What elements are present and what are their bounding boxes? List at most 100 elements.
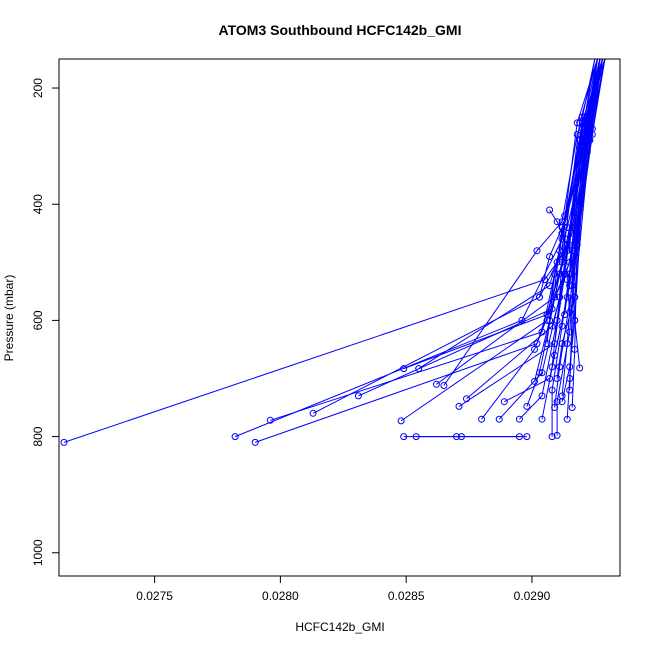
- data-point: [578, 119, 586, 127]
- data-point: [578, 142, 586, 150]
- data-point: [541, 276, 548, 284]
- data-point: [548, 433, 556, 441]
- data-point: [553, 218, 561, 226]
- data-point: [538, 328, 546, 336]
- data-point: [553, 375, 561, 382]
- data-point: [563, 276, 571, 284]
- x-tick-label: 0.0285: [388, 589, 425, 603]
- data-point: [563, 241, 571, 249]
- data-point: [563, 293, 571, 301]
- data-point: [548, 363, 556, 371]
- data-point: [546, 253, 554, 260]
- data-point: [515, 433, 523, 441]
- data-point: [551, 293, 559, 301]
- data-point: [576, 136, 584, 144]
- data-point: [536, 369, 543, 377]
- data-point: [60, 438, 68, 446]
- data-point: [553, 431, 561, 439]
- data-point: [397, 417, 405, 425]
- data-point: [571, 241, 579, 249]
- data-point: [563, 224, 571, 231]
- data-point: [558, 218, 566, 226]
- data-point: [458, 433, 465, 441]
- data-point: [548, 386, 556, 394]
- data-point: [432, 380, 440, 388]
- data-point: [571, 293, 579, 301]
- data-point: [566, 386, 574, 394]
- data-point: [558, 229, 566, 237]
- data-point: [568, 224, 576, 231]
- data-point: [556, 247, 564, 255]
- data-point: [581, 125, 589, 133]
- data-point: [558, 398, 566, 406]
- data-point: [553, 258, 561, 266]
- y-axis-label: Pressure (mbar): [2, 275, 16, 362]
- data-point: [543, 340, 551, 348]
- data-point: [538, 369, 546, 377]
- data-point: [576, 119, 584, 127]
- data-point: [553, 316, 561, 324]
- data-point: [583, 142, 591, 150]
- y-axis: 200 400 600 800 1000: [31, 78, 60, 566]
- data-point: [251, 438, 259, 446]
- data-point: [546, 375, 554, 382]
- data-point: [558, 258, 566, 266]
- data-point: [523, 433, 531, 441]
- data-point: [266, 416, 274, 424]
- data-point: [478, 415, 486, 423]
- x-axis-label: HCFC142b_GMI: [295, 620, 384, 634]
- data-point: [563, 415, 571, 423]
- data-point: [583, 119, 591, 127]
- data-point: [533, 247, 541, 255]
- data-point: [566, 363, 574, 371]
- data-point: [568, 404, 576, 411]
- data-point: [573, 131, 581, 138]
- data-point: [561, 270, 569, 278]
- data-point: [538, 415, 546, 423]
- data-point: [583, 131, 591, 138]
- data-point: [354, 392, 362, 400]
- data-point: [523, 402, 531, 410]
- data-point: [546, 316, 554, 324]
- data-point: [573, 119, 581, 127]
- data-point: [518, 316, 526, 324]
- data-point: [556, 363, 564, 371]
- data-point: [551, 351, 559, 359]
- y-tick-label: 600: [31, 310, 45, 330]
- data-point: [309, 409, 317, 417]
- data-point: [440, 382, 448, 389]
- data-point: [556, 293, 564, 301]
- x-tick-label: 0.0290: [514, 589, 551, 603]
- data-point: [586, 113, 594, 121]
- data-point: [543, 316, 551, 324]
- data-point: [571, 345, 579, 353]
- data-point: [551, 404, 559, 411]
- data-point: [576, 364, 584, 372]
- data-point: [573, 241, 581, 249]
- data-point: [548, 305, 556, 313]
- data-point: [546, 282, 554, 290]
- data-point: [568, 282, 576, 290]
- series-line-36: [556, 58, 603, 379]
- series-line-15: [481, 58, 598, 420]
- data-point: [566, 241, 574, 249]
- data-point: [588, 131, 596, 138]
- y-tick-label: 200: [31, 78, 45, 98]
- data-point: [551, 270, 559, 278]
- data-point: [578, 154, 586, 162]
- data-point: [400, 365, 408, 373]
- data-point: [553, 398, 561, 406]
- data-point: [531, 377, 538, 385]
- data-point: [561, 218, 569, 226]
- data-point: [566, 308, 574, 316]
- data-point: [586, 136, 594, 144]
- data-point: [573, 232, 581, 240]
- data-point: [571, 316, 579, 324]
- data-point: [566, 282, 574, 290]
- data-point: [548, 322, 556, 330]
- x-tick-label: 0.0280: [262, 589, 299, 603]
- data-point: [463, 395, 470, 403]
- data-point: [558, 322, 566, 330]
